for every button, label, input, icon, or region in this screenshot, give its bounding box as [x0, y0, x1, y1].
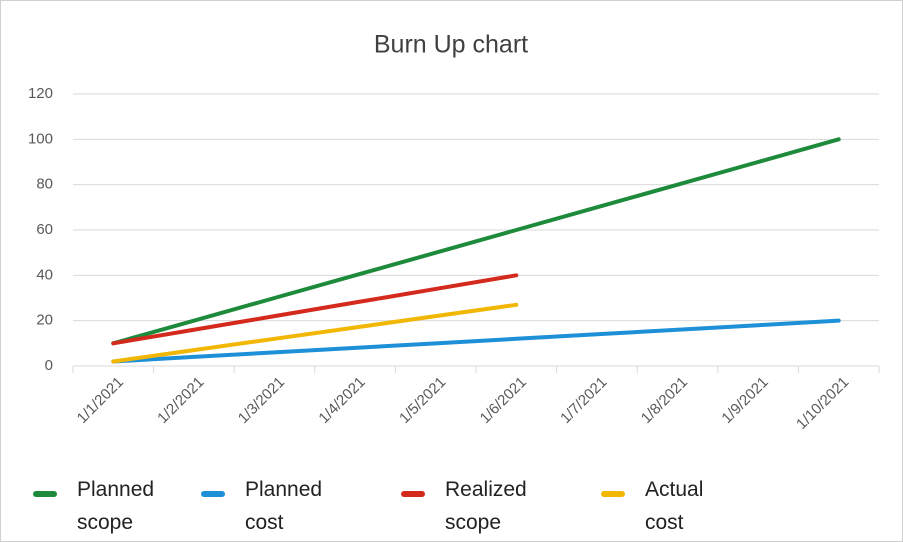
chart-title: Burn Up chart: [374, 31, 528, 59]
legend-label: Planned cost: [245, 478, 323, 534]
y-tick-label: 0: [45, 357, 53, 374]
x-tick-label: 1/1/2021: [74, 374, 127, 427]
y-tick-label: 20: [36, 312, 53, 329]
legend-swatch: [33, 491, 57, 497]
x-tick-label: 1/9/2021: [718, 374, 771, 427]
x-tick-label: 1/2/2021: [154, 374, 207, 427]
legend-item: Actual cost: [601, 473, 745, 539]
series-line: [111, 137, 841, 346]
legend-item: Planned scope: [33, 473, 177, 539]
x-tick-label: 1/4/2021: [315, 374, 368, 427]
legend-swatch: [601, 491, 625, 497]
legend-item: Planned cost: [201, 473, 345, 539]
y-tick-label: 100: [28, 130, 53, 147]
legend-item: Realized scope: [401, 473, 545, 539]
chart: Burn Up chart 0 20 40 60 80 100 120 1/1/2021 1/2…: [28, 31, 880, 433]
legend-label: Actual cost: [645, 478, 704, 534]
x-tick-label: 1/6/2021: [477, 374, 530, 427]
y-tick-label: 60: [36, 221, 53, 238]
series-line: [111, 302, 519, 364]
x-tick-label: 1/7/2021: [557, 374, 610, 427]
y-tick-label: 40: [36, 266, 53, 283]
x-tick-label: 1/5/2021: [396, 374, 449, 427]
x-tick-label: 1/3/2021: [235, 374, 288, 427]
y-tick-label: 120: [28, 85, 53, 102]
x-tick-label: 1/8/2021: [638, 374, 691, 427]
y-tick-label: 80: [36, 176, 53, 193]
legend-label: Realized scope: [445, 478, 527, 534]
legend: Planned scope Planned cost Realized scope A…: [1, 471, 902, 541]
legend-label: Planned scope: [77, 478, 155, 534]
series-line: [111, 273, 519, 346]
legend-swatch: [401, 491, 425, 497]
legend-swatch: [201, 491, 225, 497]
x-tick-label: 1/10/2021: [793, 374, 852, 433]
series-line: [111, 318, 841, 364]
